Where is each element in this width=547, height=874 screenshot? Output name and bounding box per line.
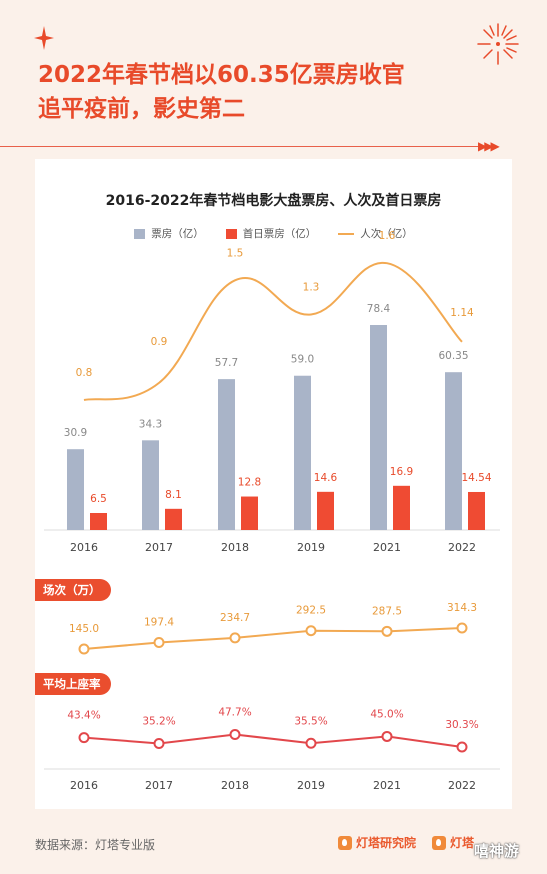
bar-first-day-2021	[393, 485, 410, 530]
legend-label-box-office: 票房（亿）	[151, 228, 204, 240]
brand-research-label: 灯塔研究院	[356, 836, 417, 850]
label-screenings-2022: 314.3	[447, 602, 477, 614]
label-box-office-2021: 78.4	[367, 303, 391, 315]
bottom-x-tick-2017: 2017	[145, 779, 173, 792]
label-screenings-2019: 292.5	[296, 605, 326, 617]
bar-box-office-2022	[445, 372, 462, 530]
bar-first-day-2022	[468, 491, 485, 530]
header-divider	[0, 146, 478, 147]
point-occupancy-2019	[305, 737, 317, 749]
point-occupancy-2016	[78, 732, 90, 744]
watermark: 嘻神游	[474, 842, 520, 860]
label-attendance-2016: 0.8	[76, 367, 93, 379]
main-x-tick-2016: 2016	[70, 541, 98, 554]
four-point-star-icon	[34, 26, 54, 50]
label-first-day-2018: 12.8	[238, 477, 261, 489]
point-screenings-2018	[229, 632, 241, 644]
lighthouse-logo-icon	[432, 835, 446, 850]
bottom-x-tick-2019: 2019	[297, 779, 325, 792]
point-screenings-2021	[381, 625, 393, 637]
point-screenings-2016	[78, 643, 90, 655]
headline: 2022年春节档以60.35亿票房收官 追平疫前，影史第二	[38, 58, 478, 126]
data-source: 数据来源：灯塔专业版	[35, 838, 156, 852]
bar-first-day-2016	[90, 513, 107, 530]
line-screenings	[83, 627, 463, 650]
legend-item-box-office: 票房（亿）	[134, 226, 204, 241]
bottom-x-tick-2018: 2018	[221, 779, 249, 792]
bar-box-office-2019	[294, 375, 311, 530]
label-occupancy-2016: 43.4%	[67, 710, 100, 722]
label-first-day-2016: 6.5	[90, 493, 107, 505]
label-box-office-2018: 57.7	[215, 357, 238, 369]
bar-box-office-2017	[142, 440, 159, 530]
label-screenings-2018: 234.7	[220, 612, 250, 624]
legend-item-first-day: 首日票房（亿）	[225, 226, 317, 241]
main-x-tick-2018: 2018	[221, 541, 249, 554]
bar-box-office-2018	[218, 379, 235, 530]
point-occupancy-2018	[229, 729, 241, 740]
point-occupancy-2017	[153, 737, 165, 749]
legend-label-first-day: 首日票房（亿）	[242, 228, 317, 240]
label-first-day-2017: 8.1	[165, 489, 182, 501]
main-x-tick-2019: 2019	[297, 541, 325, 554]
lighthouse-logo-icon	[338, 835, 352, 850]
label-box-office-2016: 30.9	[64, 427, 87, 439]
main-x-tick-2017: 2017	[145, 541, 173, 554]
label-attendance-2018: 1.5	[227, 247, 244, 259]
point-occupancy-2021	[381, 730, 393, 742]
label-attendance-2021: 1.6	[379, 230, 396, 242]
label-box-office-2019: 59.0	[291, 354, 314, 366]
label-screenings-2016: 145.0	[69, 623, 99, 635]
chart-panel	[35, 159, 512, 809]
bar-first-day-2018	[241, 496, 258, 530]
label-attendance-2022: 1.14	[450, 307, 474, 319]
brand-lighthouse: 灯塔	[432, 834, 474, 851]
bottom-x-tick-2022: 2022	[448, 779, 476, 792]
point-screenings-2017	[153, 637, 165, 649]
point-screenings-2019	[305, 625, 317, 637]
label-occupancy-2022: 30.3%	[445, 719, 478, 731]
bottom-x-tick-2016: 2016	[70, 779, 98, 792]
label-first-day-2019: 14.6	[314, 472, 338, 484]
firework-burst-icon	[477, 23, 519, 65]
main-x-tick-2021: 2021	[373, 541, 401, 554]
legend-item-attendance: 人次（亿）	[338, 226, 413, 241]
triple-chevron-right-icon: ▶▶▶	[478, 139, 500, 153]
headline-line-1: 2022年春节档以60.35亿票房收官	[38, 62, 405, 88]
label-occupancy-2017: 35.2%	[142, 715, 175, 727]
occupancy-section-label: 平均上座率	[35, 673, 111, 695]
legend-swatch-attendance	[338, 232, 355, 235]
label-occupancy-2019: 35.5%	[294, 715, 327, 727]
bar-first-day-2019	[317, 491, 334, 530]
label-occupancy-2021: 45.0%	[370, 708, 403, 720]
chart-title: 2016-2022年春节档电影大盘票房、人次及首日票房	[105, 193, 442, 209]
label-screenings-2021: 287.5	[372, 605, 402, 617]
legend-swatch-first-day	[225, 228, 237, 239]
label-box-office-2022: 60.35	[438, 350, 468, 362]
brand-research: 灯塔研究院	[338, 834, 416, 851]
screenings-section-label: 场次（万）	[35, 579, 111, 601]
brand-lighthouse-label: 灯塔	[450, 836, 475, 850]
label-occupancy-2018: 47.7%	[218, 707, 251, 719]
bar-first-day-2017	[165, 508, 182, 530]
label-first-day-2021: 16.9	[390, 466, 413, 478]
line-attendance	[83, 262, 463, 401]
label-screenings-2017: 197.4	[144, 617, 174, 629]
headline-line-2: 追平疫前，影史第二	[38, 96, 245, 122]
label-first-day-2022: 14.54	[461, 472, 491, 484]
label-box-office-2017: 34.3	[139, 418, 162, 430]
point-screenings-2022	[456, 622, 468, 634]
label-attendance-2017: 0.9	[151, 336, 168, 348]
line-occupancy	[83, 733, 463, 748]
bar-box-office-2016	[67, 449, 84, 530]
bottom-x-tick-2021: 2021	[373, 779, 401, 792]
legend-label-attendance: 人次（亿）	[360, 228, 413, 240]
point-occupancy-2022	[456, 741, 468, 753]
legend-swatch-box-office	[134, 228, 146, 239]
chart-legend: 票房（亿） 首日票房（亿） 人次（亿）	[0, 226, 547, 241]
main-x-tick-2022: 2022	[448, 541, 476, 554]
bar-box-office-2021	[370, 325, 387, 530]
label-attendance-2019: 1.3	[303, 282, 320, 294]
